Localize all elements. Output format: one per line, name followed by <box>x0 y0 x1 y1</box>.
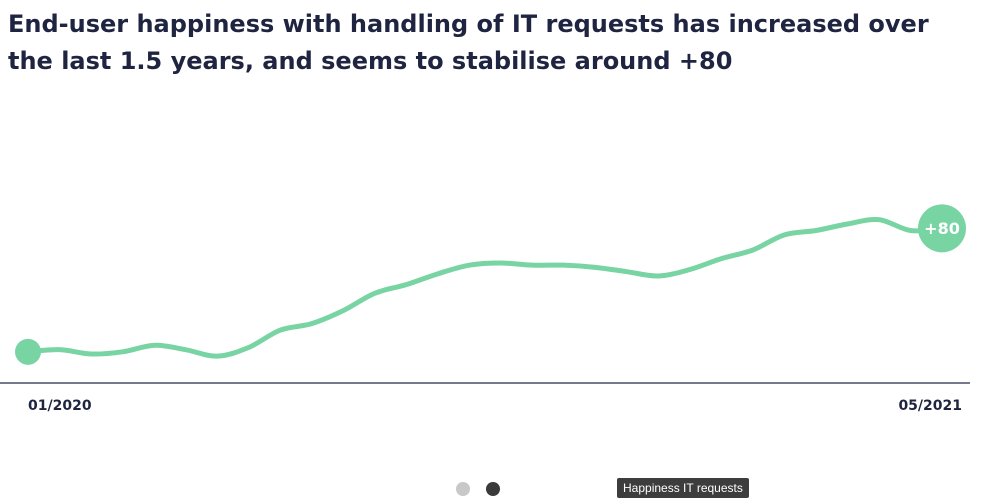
end-value-label: +80 <box>924 219 960 238</box>
x-tick-end: 05/2021 <box>898 398 962 414</box>
x-tick-start: 01/2020 <box>28 398 92 414</box>
series-line <box>25 216 945 359</box>
pagination-dots <box>456 482 500 496</box>
start-point-marker <box>15 338 41 365</box>
end-point-marker <box>918 204 966 253</box>
line-chart: +80 <box>0 204 970 384</box>
chart-title: End-user happiness with handling of IT r… <box>8 10 929 75</box>
tooltip: Happiness IT requests <box>617 478 749 498</box>
pagination-dot-1[interactable] <box>456 482 470 496</box>
pagination-dot-2[interactable] <box>486 482 500 496</box>
